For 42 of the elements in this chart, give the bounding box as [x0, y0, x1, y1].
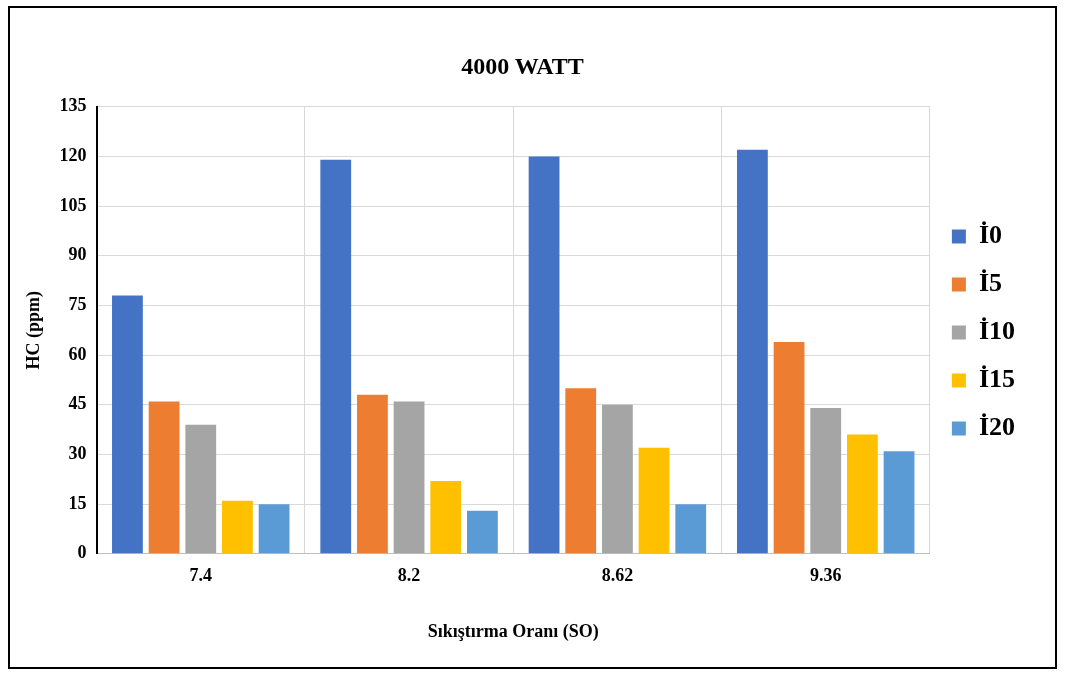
legend-label: İ5	[978, 268, 1003, 298]
y-tick-label: 45	[68, 393, 87, 414]
bar	[528, 156, 560, 554]
legend-label: İ20	[978, 412, 1016, 442]
legend-label: İ0	[978, 220, 1003, 250]
x-tick-label: 8.2	[397, 565, 421, 586]
legend-label: İ15	[978, 364, 1016, 394]
bar	[148, 401, 180, 554]
bar	[883, 451, 915, 554]
y-tick-label: 15	[68, 492, 87, 513]
bar	[773, 341, 805, 554]
y-axis-title: HC (ppm)	[23, 291, 45, 370]
bar	[736, 149, 768, 554]
x-tick-label: 9.36	[809, 565, 842, 586]
bar	[393, 401, 425, 554]
bar	[675, 504, 707, 554]
bar	[565, 388, 597, 554]
bar	[467, 510, 498, 554]
bar	[185, 424, 217, 554]
bar	[810, 408, 842, 554]
chart-title: 4000 WATT	[461, 52, 584, 79]
y-tick-label: 60	[68, 343, 87, 364]
bar	[222, 500, 253, 554]
bar	[602, 404, 633, 554]
x-tick-label: 7.4	[189, 565, 213, 586]
bar	[112, 295, 143, 554]
x-tick-label: 8.62	[601, 565, 634, 586]
legend-label: İ10	[978, 316, 1016, 346]
x-axis-title: Sıkıştırma Oranı (SO)	[427, 620, 599, 642]
y-tick-label: 75	[68, 294, 87, 315]
bar	[638, 447, 670, 554]
y-tick-label: 30	[68, 443, 87, 464]
y-tick-label: 0	[77, 542, 87, 563]
bar	[320, 159, 352, 554]
bar	[846, 434, 878, 554]
y-tick-label: 105	[59, 194, 87, 215]
bar	[357, 394, 388, 554]
y-tick-label: 120	[59, 145, 87, 166]
bar	[258, 504, 290, 554]
y-tick-label: 135	[59, 95, 87, 116]
y-tick-label: 90	[68, 244, 87, 265]
bar	[430, 480, 462, 554]
